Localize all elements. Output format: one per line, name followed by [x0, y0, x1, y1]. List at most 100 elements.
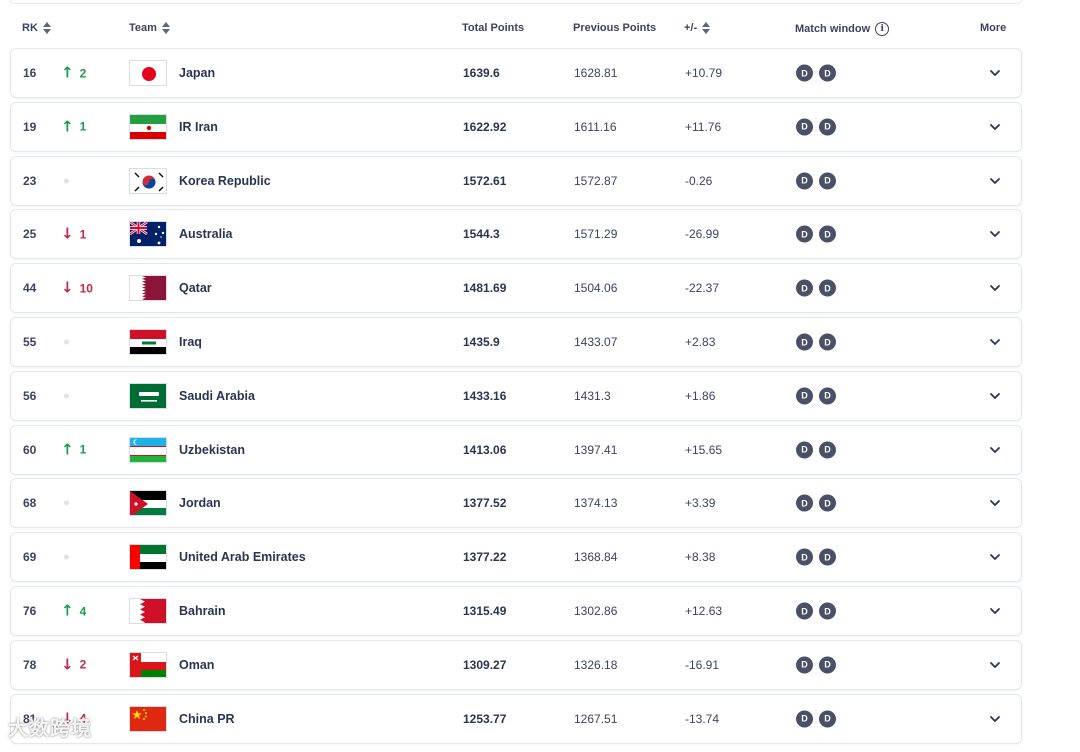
- match-result-badge[interactable]: D: [796, 710, 813, 728]
- sort-icon[interactable]: [161, 22, 170, 34]
- diff-header[interactable]: +/-: [684, 22, 711, 34]
- team-name[interactable]: Australia: [179, 227, 233, 242]
- ranking-row[interactable]: 76 ↑ 4 Bahrain 1315.49 1302.86 +12.63 D D: [10, 586, 1022, 636]
- match-result-badge[interactable]: D: [796, 656, 813, 674]
- rank-header-label: RK: [22, 22, 38, 34]
- ranking-row[interactable]: 23 Korea Republic 1572.61 1572.87 -0.26 …: [10, 155, 1022, 206]
- ranking-row[interactable]: 19 ↑ 1 IR Iran 1622.92 1611.16 +11.76 D D: [10, 101, 1022, 152]
- match-result-badge[interactable]: D: [819, 333, 836, 351]
- match-result-badge[interactable]: D: [796, 494, 813, 512]
- total-points: 1622.92: [463, 119, 507, 134]
- rank-header[interactable]: RK: [22, 22, 51, 34]
- points-diff: +10.79: [685, 66, 723, 80]
- chevron-down-icon[interactable]: [987, 65, 1003, 81]
- ranking-row[interactable]: 16 ↑ 2 Japan 1639.6 1628.81 +10.79 D D: [10, 48, 1022, 98]
- match-result-badge[interactable]: D: [819, 387, 836, 405]
- points-diff: -26.99: [685, 227, 720, 242]
- info-icon[interactable]: i: [875, 22, 890, 36]
- rank-change-value: 1: [79, 227, 87, 242]
- match-result-badge[interactable]: D: [796, 279, 813, 297]
- ranking-row[interactable]: 55 Iraq 1435.9 1433.07 +2.83 D D: [10, 317, 1022, 367]
- match-window: D D: [796, 656, 836, 674]
- match-result-badge[interactable]: D: [819, 710, 836, 728]
- ranking-row[interactable]: 44 ↓ 10 Qatar 1481.69 1504.06 -22.37 D D: [10, 263, 1022, 314]
- chevron-down-icon[interactable]: [987, 657, 1003, 673]
- team-name[interactable]: Saudi Arabia: [179, 388, 255, 403]
- match-result-badge[interactable]: D: [819, 64, 836, 82]
- match-result-badge[interactable]: D: [819, 279, 836, 297]
- team-name[interactable]: Uzbekistan: [179, 442, 245, 457]
- team-name[interactable]: Korea Republic: [179, 173, 271, 188]
- match-window: D D: [796, 710, 836, 728]
- arrow-down-icon: ↓: [61, 278, 74, 297]
- chevron-down-icon[interactable]: [987, 280, 1003, 296]
- match-result-badge[interactable]: D: [819, 656, 836, 674]
- arrow-up-icon: ↑: [61, 63, 74, 82]
- match-result-badge[interactable]: D: [819, 172, 836, 190]
- ranking-row[interactable]: 56 Saudi Arabia 1433.16 1431.3 +1.86 D D: [10, 370, 1022, 421]
- match-result-badge[interactable]: D: [819, 494, 836, 512]
- rank: 19: [23, 119, 37, 134]
- match-result-badge[interactable]: D: [796, 333, 813, 351]
- team-name[interactable]: Iraq: [179, 335, 202, 349]
- team-name[interactable]: Qatar: [179, 281, 212, 296]
- ranking-row[interactable]: 78 ↓ 2 Oman 1309.27 1326.18 -16.91 D D: [10, 639, 1022, 690]
- match-result-badge[interactable]: D: [819, 602, 836, 620]
- total-points: 1315.49: [463, 604, 507, 618]
- sort-icon[interactable]: [42, 22, 51, 34]
- rank-change-value: 4: [79, 604, 87, 618]
- match-result-badge[interactable]: D: [819, 441, 836, 459]
- team-name[interactable]: United Arab Emirates: [179, 550, 306, 565]
- chevron-down-icon[interactable]: [987, 119, 1003, 135]
- ranking-row[interactable]: 68 Jordan 1377.52 1374.13 +3.39 D D: [10, 478, 1022, 529]
- team-name[interactable]: Jordan: [179, 496, 221, 511]
- match-result-badge[interactable]: D: [796, 602, 813, 620]
- rank-change: ↑ 2: [61, 63, 86, 82]
- match-result-badge[interactable]: D: [796, 64, 813, 82]
- flag-icon: [129, 275, 167, 302]
- match-result-badge[interactable]: D: [819, 225, 836, 243]
- chevron-down-icon[interactable]: [987, 603, 1003, 619]
- match-result-badge[interactable]: D: [796, 225, 813, 243]
- chevron-down-icon[interactable]: [987, 711, 1003, 727]
- chevron-down-icon[interactable]: [987, 495, 1003, 511]
- match-result-badge[interactable]: D: [819, 548, 836, 566]
- match-result-badge[interactable]: D: [796, 118, 813, 136]
- ranking-row[interactable]: 69 United Arab Emirates 1377.22 1368.84 …: [10, 532, 1022, 583]
- team-name[interactable]: China PR: [179, 711, 235, 726]
- ranking-row[interactable]: 25 ↓ 1 Australia 1544.3 1571.29 -26.99 D …: [10, 209, 1022, 260]
- total-points: 1377.22: [463, 550, 507, 565]
- flag-icon: [129, 490, 167, 517]
- chevron-down-icon[interactable]: [987, 549, 1003, 565]
- team-header[interactable]: Team: [129, 22, 170, 34]
- team-name[interactable]: IR Iran: [179, 119, 218, 134]
- rank-change-value: 4: [79, 711, 87, 726]
- match-result-badge[interactable]: D: [796, 387, 813, 405]
- chevron-down-icon[interactable]: [987, 388, 1003, 404]
- rank: 55: [23, 335, 37, 349]
- match-result-badge[interactable]: D: [796, 548, 813, 566]
- rank: 76: [23, 604, 37, 618]
- flag-icon: [129, 651, 167, 678]
- previous-points: 1302.86: [574, 604, 618, 618]
- flag-icon: [129, 60, 167, 86]
- chevron-down-icon[interactable]: [987, 334, 1003, 350]
- total-points: 1413.06: [463, 442, 507, 457]
- match-result-badge[interactable]: D: [819, 118, 836, 136]
- chevron-down-icon[interactable]: [987, 173, 1003, 189]
- total-points: 1544.3: [463, 227, 500, 242]
- previous-points: 1572.87: [574, 173, 618, 188]
- total-points: 1253.77: [463, 711, 507, 726]
- match-result-badge[interactable]: D: [796, 441, 813, 459]
- ranking-row[interactable]: 81 ↓ 4 China PR 1253.77 1267.51 -13.74 D …: [10, 693, 1022, 744]
- team-name[interactable]: Japan: [179, 66, 216, 80]
- chevron-down-icon[interactable]: [987, 226, 1003, 242]
- match-window: D D: [796, 441, 836, 459]
- team-name[interactable]: Oman: [179, 657, 215, 672]
- ranking-row[interactable]: 60 ↑ 1 Uzbekistan 1413.06 1397.41 +15.65 …: [10, 424, 1022, 475]
- match-result-badge[interactable]: D: [796, 172, 813, 190]
- points-diff: -0.26: [685, 173, 713, 188]
- chevron-down-icon[interactable]: [987, 442, 1003, 458]
- team-name[interactable]: Bahrain: [179, 604, 226, 618]
- sort-icon[interactable]: [702, 22, 711, 34]
